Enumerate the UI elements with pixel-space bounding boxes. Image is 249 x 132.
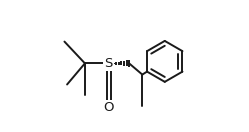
Text: S: S (105, 57, 113, 70)
Text: O: O (103, 101, 114, 114)
